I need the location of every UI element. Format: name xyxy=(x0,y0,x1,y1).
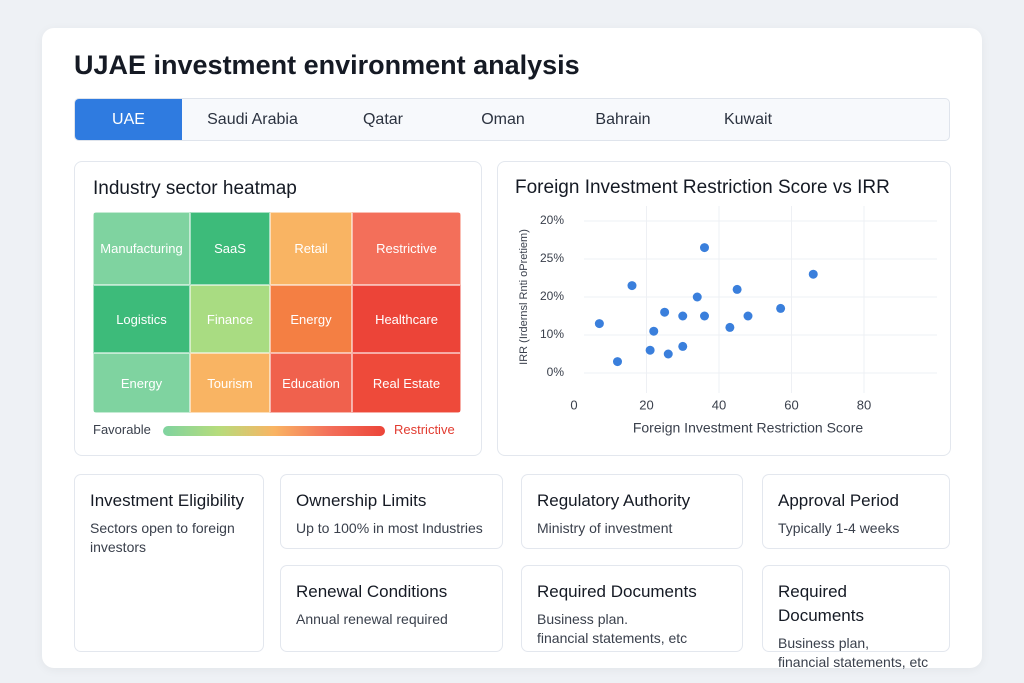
card-desc: Business plan. financial statements, etc xyxy=(537,611,688,646)
y-tick-label: 0% xyxy=(547,365,565,379)
info-card: Regulatory Authority Ministry of investme… xyxy=(521,474,743,549)
scatter-point xyxy=(594,319,604,329)
heatmap-grid: Manufacturing SaaS Retail Restrictive Logist… xyxy=(93,212,461,413)
card-desc: Business plan, financial statements, etc xyxy=(778,635,929,670)
heatmap-cell: Logistics xyxy=(93,285,190,353)
x-axis-label: Foreign Investment Restriction Score xyxy=(633,420,864,436)
scatter-point xyxy=(808,269,818,279)
info-card: Renewal Conditions Annual renewal require… xyxy=(280,565,503,652)
heatmap-cell: SaaS xyxy=(190,212,270,285)
card-title: Ownership Limits xyxy=(296,491,427,510)
card-title: Regulatory Authority xyxy=(537,491,691,510)
y-tick-label: 10% xyxy=(540,327,564,341)
chart-title: Foreign Investment Restriction Score vs … xyxy=(515,177,890,198)
info-card: Required Documents Business plan, financi… xyxy=(762,565,950,670)
scatter-point xyxy=(725,322,735,332)
card-title: Renewal Conditions xyxy=(296,582,448,601)
card-title: Investment Eligibility xyxy=(90,491,245,510)
x-tick-label: 40 xyxy=(712,397,726,412)
card-desc: Up to 100% in most Industries xyxy=(296,520,483,536)
scatter-point xyxy=(663,349,673,359)
info-card: Investment Eligibility Sectors open to fo… xyxy=(74,474,264,652)
scatter-point xyxy=(678,341,688,351)
x-tick-label: 60 xyxy=(784,397,798,412)
heatmap-cell: Retail xyxy=(270,212,352,285)
heatmap-cell: Restrictive xyxy=(352,212,461,285)
heatmap-cell: Energy xyxy=(270,285,352,353)
scatter-point xyxy=(700,243,709,253)
scatter-point xyxy=(732,284,742,294)
info-card: Approval Period Typically 1-4 weeks xyxy=(762,474,950,549)
scatter-point xyxy=(660,307,670,317)
tab[interactable]: Qatar xyxy=(362,111,403,128)
scatter-chart: Foreign Investment Restriction Score vs … xyxy=(515,177,937,436)
tab[interactable]: UAE xyxy=(75,99,182,140)
heatmap-cell: Healthcare xyxy=(352,285,461,353)
card-title: Required Documents xyxy=(778,582,864,625)
heatmap-cell: Finance xyxy=(190,285,270,353)
page-title: UJAE investment environment analysis xyxy=(74,50,580,80)
scatter-point xyxy=(613,357,622,367)
card-desc: Typically 1-4 weeks xyxy=(778,520,900,536)
info-card: Ownership Limits Up to 100% in most Indus… xyxy=(280,474,503,549)
tab[interactable]: Saudi Arabia xyxy=(207,111,298,128)
x-tick-label: 0 xyxy=(570,397,577,412)
heatmap-cell: Real Estate xyxy=(352,353,461,413)
tab[interactable]: Kuwait xyxy=(723,111,773,128)
tab[interactable]: Oman xyxy=(481,111,525,128)
card-title: Required Documents xyxy=(537,582,697,601)
x-tick-label: 20 xyxy=(639,397,653,412)
scatter-point xyxy=(649,326,659,336)
legend-gradient xyxy=(163,426,385,436)
scatter-point xyxy=(700,311,709,321)
y-axis-label: IRR (Irdernsl Rnti oPretiem) xyxy=(518,229,530,365)
scatter-point xyxy=(678,311,688,321)
info-card: Required Documents Business plan. financi… xyxy=(521,565,743,652)
scatter-point xyxy=(776,303,786,313)
card-desc: Sectors open to foreign investors xyxy=(90,520,235,555)
heatmap-cell: Manufacturing xyxy=(93,212,190,285)
card-desc: Ministry of investment xyxy=(537,520,673,536)
scatter-point xyxy=(627,281,637,291)
heatmap-cell: Tourism xyxy=(190,353,270,413)
x-tick-label: 80 xyxy=(857,397,871,412)
card-desc: Annual renewal required xyxy=(296,611,448,627)
panel-title: Industry sector heatmap xyxy=(93,178,297,199)
y-tick-label: 25% xyxy=(540,251,564,265)
legend-low: Favorable xyxy=(93,422,151,437)
tab-bar: UAE Saudi Arabia Qatar Oman Bahrain Kuwait xyxy=(74,98,950,141)
scatter-point xyxy=(645,345,655,355)
heatmap-cell: Education xyxy=(270,353,352,413)
y-tick-label: 20% xyxy=(540,289,564,303)
tab[interactable]: Bahrain xyxy=(595,111,651,128)
y-tick-label: 20% xyxy=(540,213,564,227)
legend-high: Restrictive xyxy=(394,422,455,437)
scatter-point xyxy=(692,292,702,302)
scatter-panel xyxy=(497,161,951,456)
scatter-point xyxy=(743,311,753,321)
heatmap-cell: Energy xyxy=(93,353,190,413)
card-title: Approval Period xyxy=(778,491,899,510)
